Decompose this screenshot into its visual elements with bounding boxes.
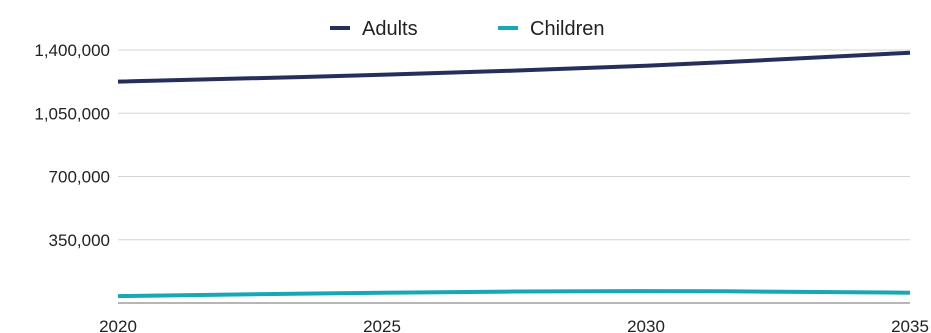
gridlines bbox=[118, 49, 910, 241]
x-axis-ticks: 2020 2025 2030 2035 bbox=[99, 317, 929, 333]
y-tick-label: 1,050,000 bbox=[34, 104, 110, 123]
x-tick-label: 2035 bbox=[891, 317, 929, 333]
y-axis-ticks: 350,000 700,000 1,050,000 1,400,000 bbox=[34, 41, 110, 250]
series-line-children bbox=[117, 289, 911, 299]
y-tick-label: 700,000 bbox=[49, 168, 110, 187]
legend-label-adults: Adults bbox=[362, 18, 418, 40]
y-tick-label: 350,000 bbox=[49, 231, 110, 250]
x-tick-label: 2020 bbox=[99, 317, 137, 333]
legend-label-children: Children bbox=[530, 18, 604, 40]
x-tick-label: 2030 bbox=[627, 317, 665, 333]
series-lines bbox=[117, 50, 911, 299]
legend-item-children: Children bbox=[498, 18, 604, 40]
legend: Adults Children bbox=[330, 18, 604, 40]
x-tick-label: 2025 bbox=[363, 317, 401, 333]
legend-item-adults: Adults bbox=[330, 18, 418, 40]
series-line-adults bbox=[117, 50, 911, 84]
y-tick-label: 1,400,000 bbox=[34, 41, 110, 60]
